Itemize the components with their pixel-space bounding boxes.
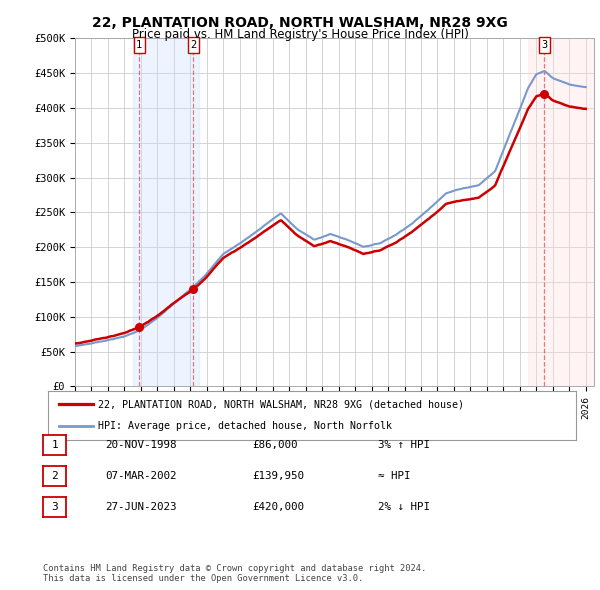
Text: ≈ HPI: ≈ HPI [378, 471, 410, 481]
Text: 2% ↓ HPI: 2% ↓ HPI [378, 502, 430, 512]
Text: 1: 1 [51, 441, 58, 450]
Text: 3: 3 [541, 40, 548, 50]
Text: Price paid vs. HM Land Registry's House Price Index (HPI): Price paid vs. HM Land Registry's House … [131, 28, 469, 41]
Text: 3: 3 [51, 502, 58, 512]
Text: 22, PLANTATION ROAD, NORTH WALSHAM, NR28 9XG: 22, PLANTATION ROAD, NORTH WALSHAM, NR28… [92, 16, 508, 30]
Bar [133, 38, 199, 386]
Text: 27-JUN-2023: 27-JUN-2023 [105, 502, 176, 512]
Text: 3% ↑ HPI: 3% ↑ HPI [378, 441, 430, 450]
Bar [528, 38, 594, 386]
Text: HPI: Average price, detached house, North Norfolk: HPI: Average price, detached house, Nort… [98, 421, 392, 431]
Text: 22, PLANTATION ROAD, NORTH WALSHAM, NR28 9XG (detached house): 22, PLANTATION ROAD, NORTH WALSHAM, NR28… [98, 399, 464, 409]
Text: £86,000: £86,000 [252, 441, 298, 450]
Text: 07-MAR-2002: 07-MAR-2002 [105, 471, 176, 481]
Text: Contains HM Land Registry data © Crown copyright and database right 2024.
This d: Contains HM Land Registry data © Crown c… [43, 563, 427, 583]
Text: £139,950: £139,950 [252, 471, 304, 481]
Text: £420,000: £420,000 [252, 502, 304, 512]
Text: 1: 1 [136, 40, 142, 50]
Text: 20-NOV-1998: 20-NOV-1998 [105, 441, 176, 450]
Text: 2: 2 [190, 40, 196, 50]
Text: 2: 2 [51, 471, 58, 481]
